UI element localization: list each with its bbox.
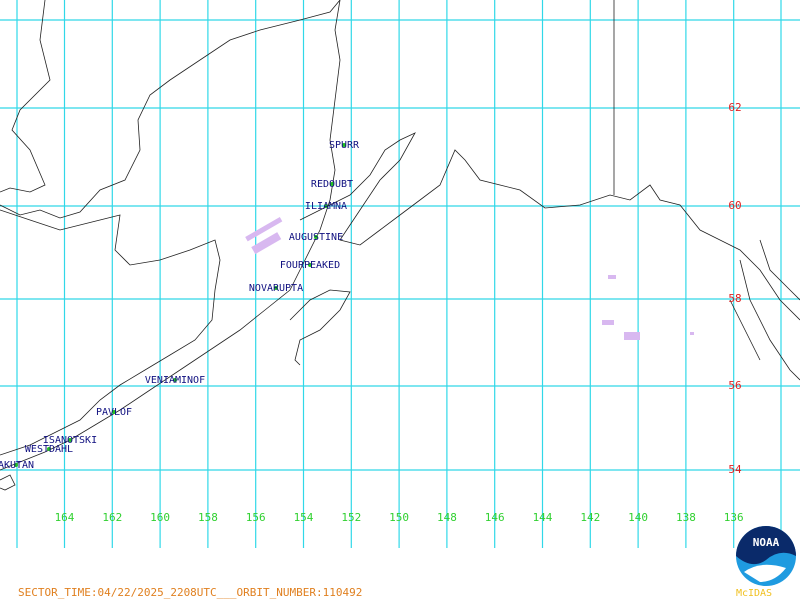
volcano-label: PAVLOF — [96, 407, 132, 418]
longitude-label: 136 — [724, 511, 744, 524]
longitude-label: 156 — [246, 511, 266, 524]
volcano-label: REDOUBT — [311, 179, 353, 190]
volcano-labels: SPURR REDOUBT ILIAMNA AUGUSTINE FOURPEAK… — [0, 140, 360, 471]
latitude-label: 58 — [728, 292, 741, 305]
longitude-label: 162 — [102, 511, 122, 524]
volcano-label: ISANOTSKI — [43, 435, 97, 446]
footer: SECTOR_TIME:04/22/2025_2208UTC___ORBIT_N… — [18, 586, 362, 599]
volcano-label: SPURR — [329, 140, 360, 151]
volcano-label: NOVARUPTA — [249, 283, 303, 294]
longitude-label: 140 — [628, 511, 648, 524]
logo-text: NOAA — [753, 536, 780, 549]
latitude-label: 62 — [728, 101, 741, 114]
latitude-label: 54 — [728, 463, 742, 476]
longitude-label: 146 — [485, 511, 505, 524]
coastline — [0, 0, 800, 491]
longitude-label: 160 — [150, 511, 170, 524]
longitude-label: 138 — [676, 511, 696, 524]
graticule — [0, 0, 800, 548]
volcano-label: AKUTAN — [0, 460, 34, 471]
longitude-label: 144 — [533, 511, 553, 524]
longitude-label: 152 — [341, 511, 361, 524]
latitude-label: 60 — [728, 199, 741, 212]
volcano-markers — [14, 143, 346, 467]
volcano-label: ILIAMNA — [305, 201, 347, 212]
longitude-label: 142 — [580, 511, 600, 524]
latitude-label: 56 — [728, 379, 741, 392]
volcano-label: VENIAMINOF — [145, 375, 205, 386]
volcano-label: FOURPEAKED — [280, 260, 340, 271]
volcano-label: WESTDAHL — [25, 444, 73, 455]
longitude-label: 148 — [437, 511, 457, 524]
ash-detections — [245, 217, 694, 340]
longitude-label: 154 — [294, 511, 314, 524]
volcano-label: AUGUSTINE — [289, 232, 343, 243]
brand: McIDAS — [736, 588, 772, 599]
noaa-logo: NOAA — [736, 526, 796, 586]
longitude-label: 164 — [55, 511, 75, 524]
longitude-label: 150 — [389, 511, 409, 524]
longitude-label: 158 — [198, 511, 218, 524]
